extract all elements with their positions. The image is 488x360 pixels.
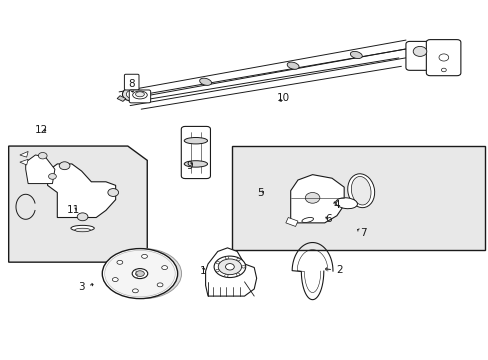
Ellipse shape — [106, 249, 181, 298]
Ellipse shape — [351, 176, 370, 205]
Ellipse shape — [412, 46, 426, 57]
FancyBboxPatch shape — [129, 90, 150, 103]
Ellipse shape — [126, 90, 137, 98]
Ellipse shape — [224, 275, 227, 277]
Polygon shape — [205, 248, 256, 296]
Ellipse shape — [350, 51, 362, 59]
FancyBboxPatch shape — [405, 41, 433, 70]
Ellipse shape — [71, 225, 94, 231]
Polygon shape — [285, 217, 297, 226]
Ellipse shape — [335, 198, 357, 209]
Polygon shape — [47, 164, 116, 217]
Ellipse shape — [132, 289, 138, 293]
Ellipse shape — [236, 258, 240, 261]
Ellipse shape — [236, 273, 239, 275]
Ellipse shape — [184, 161, 207, 167]
Ellipse shape — [157, 283, 163, 287]
FancyBboxPatch shape — [426, 40, 460, 76]
Text: 9: 9 — [186, 161, 193, 171]
Ellipse shape — [38, 153, 47, 159]
Ellipse shape — [286, 62, 299, 69]
Text: -: - — [135, 268, 137, 273]
Ellipse shape — [122, 87, 141, 101]
Ellipse shape — [48, 174, 56, 179]
Text: 1: 1 — [134, 271, 137, 276]
FancyBboxPatch shape — [181, 126, 210, 179]
Ellipse shape — [347, 174, 374, 208]
Ellipse shape — [441, 68, 446, 72]
Ellipse shape — [112, 278, 118, 282]
Text: 7: 7 — [357, 228, 366, 238]
Ellipse shape — [77, 213, 88, 221]
Ellipse shape — [75, 228, 90, 232]
FancyBboxPatch shape — [124, 74, 139, 90]
Ellipse shape — [199, 78, 211, 85]
Ellipse shape — [117, 260, 122, 264]
Ellipse shape — [135, 92, 144, 97]
Polygon shape — [20, 159, 28, 165]
Polygon shape — [117, 96, 125, 102]
Text: 3: 3 — [78, 282, 93, 292]
Text: 6: 6 — [324, 213, 331, 224]
Polygon shape — [20, 152, 28, 157]
Ellipse shape — [104, 250, 175, 297]
Text: 5: 5 — [257, 188, 264, 198]
Ellipse shape — [59, 162, 70, 170]
Ellipse shape — [301, 217, 313, 222]
Polygon shape — [9, 146, 147, 262]
Bar — [232, 146, 484, 249]
Text: 11: 11 — [66, 205, 80, 215]
Ellipse shape — [242, 266, 244, 268]
Text: 1: 1 — [200, 266, 206, 276]
Text: 3: 3 — [134, 274, 137, 279]
Ellipse shape — [225, 256, 228, 259]
Text: 2: 2 — [325, 265, 342, 275]
Ellipse shape — [184, 138, 207, 144]
Text: 4: 4 — [333, 200, 340, 210]
Text: 10: 10 — [276, 93, 289, 103]
Ellipse shape — [218, 259, 241, 275]
Ellipse shape — [135, 271, 144, 276]
Ellipse shape — [225, 264, 234, 270]
Ellipse shape — [214, 256, 245, 278]
Ellipse shape — [216, 261, 219, 264]
Polygon shape — [290, 175, 344, 223]
Ellipse shape — [102, 249, 177, 298]
Ellipse shape — [215, 269, 219, 272]
Ellipse shape — [162, 266, 167, 270]
Ellipse shape — [142, 255, 147, 258]
Ellipse shape — [438, 54, 448, 61]
Text: 8: 8 — [128, 78, 135, 92]
Polygon shape — [26, 155, 55, 184]
Ellipse shape — [108, 189, 118, 197]
Ellipse shape — [305, 193, 319, 203]
Ellipse shape — [132, 91, 147, 99]
Ellipse shape — [132, 269, 147, 279]
Text: 12: 12 — [35, 125, 48, 135]
